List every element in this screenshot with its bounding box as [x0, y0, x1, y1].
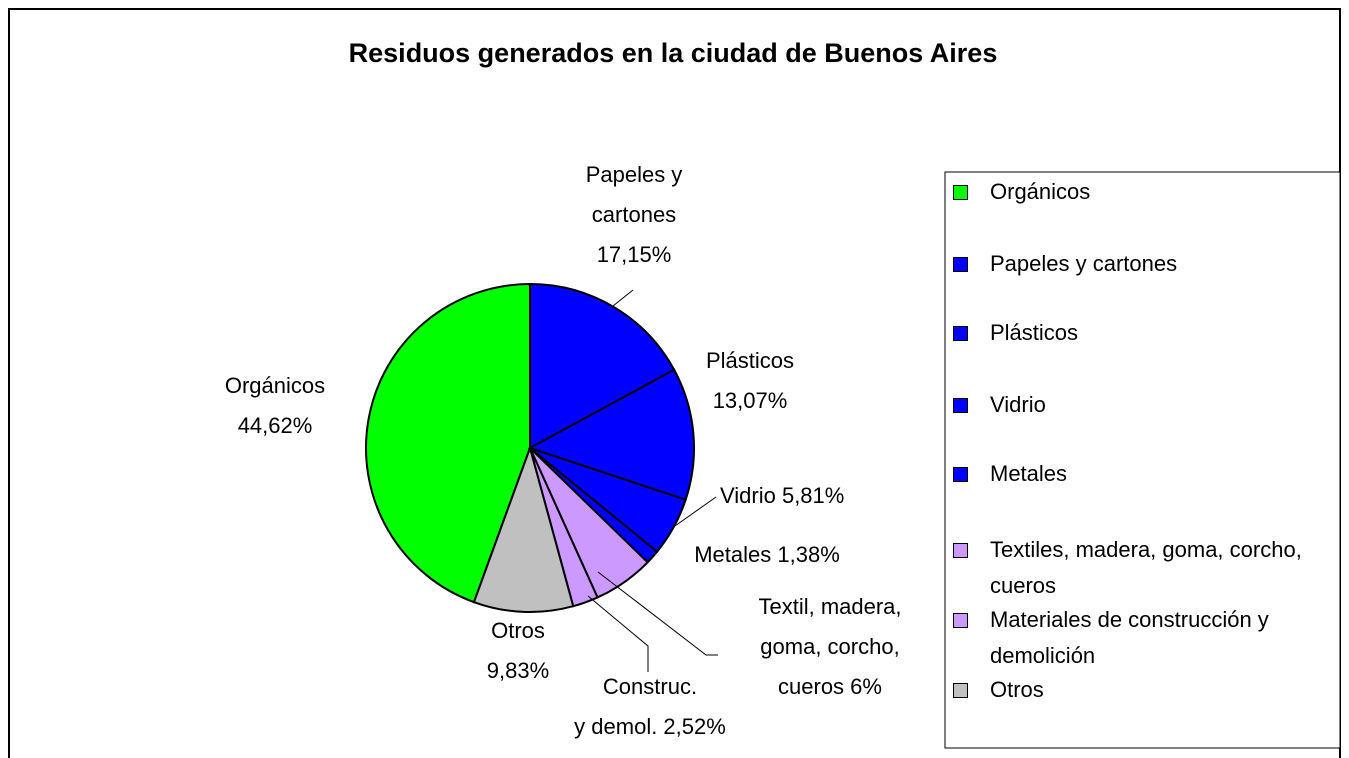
- data-label: Plásticos: [706, 348, 794, 373]
- data-label: Orgánicos: [225, 373, 325, 398]
- data-label: Textil, madera,: [758, 594, 901, 619]
- legend-label: Otros: [990, 677, 1044, 702]
- pie-slice: [365, 282, 531, 604]
- data-label: 9,83%: [487, 658, 549, 683]
- legend-label: Plásticos: [990, 320, 1079, 345]
- pie-slice: [472, 444, 575, 613]
- legend-swatch: [953, 257, 968, 272]
- legend-label: Vidrio: [990, 392, 1046, 417]
- leader-line: [612, 289, 634, 307]
- pie-slice: [527, 368, 695, 501]
- legend-label: Materiales de construcción y demolición: [990, 607, 1269, 668]
- legend-label: Orgánicos: [990, 179, 1091, 204]
- data-label: Otros: [491, 618, 545, 643]
- leader-line: [597, 571, 718, 656]
- data-label: 44,62%: [238, 413, 313, 438]
- legend-label: Papeles y cartones: [990, 251, 1178, 276]
- leader-line: [674, 496, 717, 527]
- data-label: Metales 1,38%: [694, 542, 840, 567]
- data-label: goma, corcho,: [760, 634, 899, 659]
- legend-swatch: [953, 185, 968, 200]
- data-label: cueros 6%: [778, 674, 882, 699]
- data-label: Vidrio 5,81%: [720, 483, 844, 508]
- legend-swatch: [953, 613, 968, 628]
- legend-swatch: [953, 398, 968, 413]
- data-label: cartones: [592, 202, 676, 227]
- legend-swatch: [953, 543, 968, 558]
- legend-label: Textiles, madera, goma, corcho, cueros: [990, 537, 1302, 598]
- legend-box: [944, 171, 1341, 749]
- legend-swatch: [953, 683, 968, 698]
- data-label: y demol. 2,52%: [574, 714, 726, 739]
- chart-title: Residuos generados en la ciudad de Bueno…: [349, 38, 998, 68]
- data-label: Construc.: [603, 674, 697, 699]
- pie-slice: [529, 282, 676, 450]
- data-label: 13,07%: [713, 388, 788, 413]
- data-label: Papeles y: [586, 162, 683, 187]
- legend-swatch: [953, 467, 968, 482]
- leader-line: [587, 595, 649, 672]
- legend-swatch: [953, 326, 968, 341]
- data-label: 17,15%: [597, 242, 672, 267]
- legend-label: Metales: [990, 461, 1068, 486]
